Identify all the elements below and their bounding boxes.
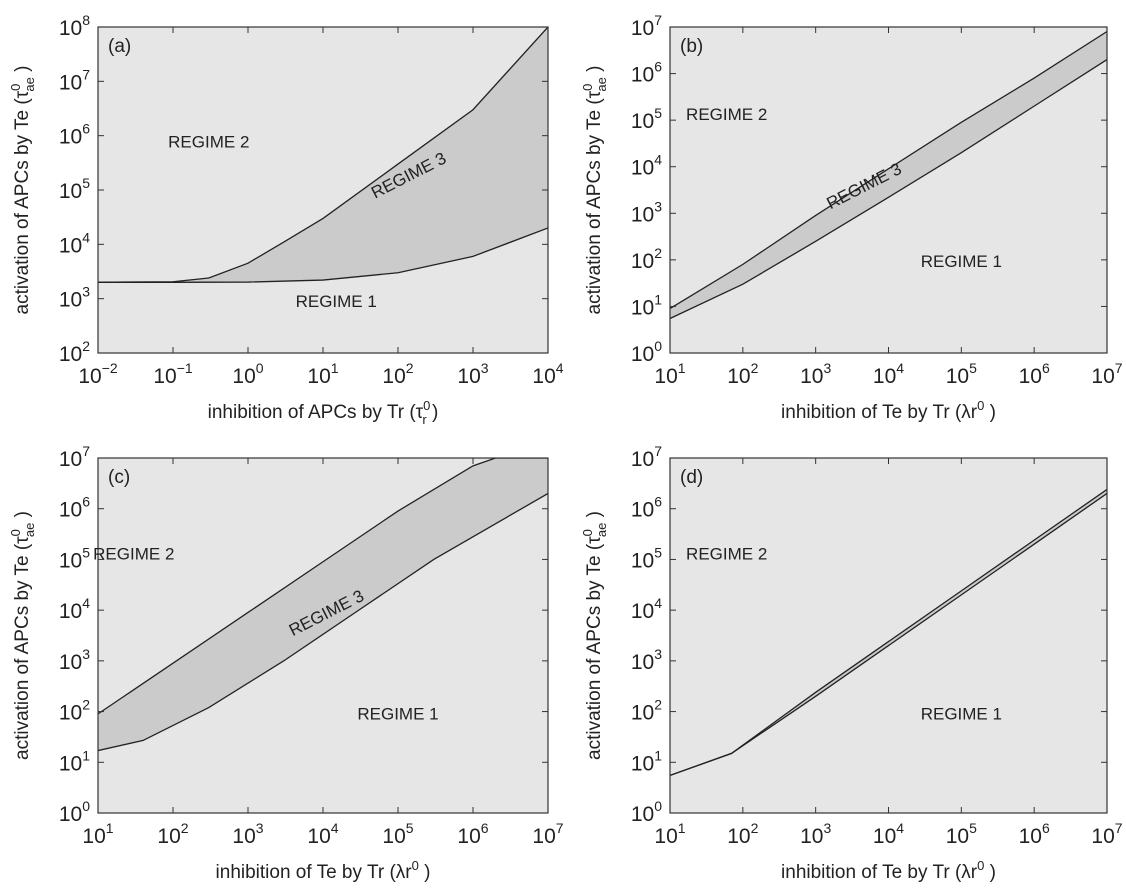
x-tick-label: 105 — [946, 820, 977, 848]
x-tick-label: 101 — [307, 360, 338, 388]
y-tick-label: 106 — [59, 121, 90, 149]
plot-area — [670, 458, 1107, 813]
y-tick-label: 104 — [631, 152, 662, 180]
lower-boundary-line — [670, 492, 1107, 777]
x-tick-label: 107 — [1091, 360, 1122, 388]
panel-label: (c) — [108, 467, 130, 488]
region-label: REGIME 2 — [686, 544, 767, 563]
y-tick-label: 104 — [631, 595, 662, 623]
y-tick-label: 103 — [631, 198, 662, 226]
x-axis-label: inhibition of Te by Tr (λr0 ) — [781, 858, 996, 883]
y-tick-label: 103 — [59, 646, 90, 674]
region-label: REGIME 2 — [93, 544, 174, 563]
chart-panel: 101 102 103 104 105 106 1071001011021031041051… — [580, 12, 1123, 423]
y-tick-label: 101 — [631, 747, 662, 775]
y-tick-label: 106 — [59, 494, 90, 522]
y-tick-label: 107 — [631, 12, 662, 40]
y-tick-label: 104 — [59, 229, 90, 257]
x-tick-label: 102 — [727, 360, 758, 388]
x-axis-label: inhibition of Te by Tr (λr0 ) — [216, 858, 431, 883]
y-tick-label: 101 — [59, 747, 90, 775]
y-tick-label: 105 — [631, 544, 662, 572]
panel-label: (d) — [680, 467, 703, 488]
panel-label: (a) — [108, 36, 131, 57]
x-axis-label: inhibition of Te by Tr (λr0 ) — [781, 398, 996, 423]
x-tick-label: 106 — [1019, 360, 1050, 388]
region-label: REGIME 1 — [296, 292, 377, 311]
regime3-band — [98, 27, 548, 283]
x-tick-label: 101 — [654, 360, 685, 388]
y-tick-label: 103 — [631, 646, 662, 674]
y-tick-label: 105 — [59, 175, 90, 203]
x-tick-label: 103 — [457, 360, 488, 388]
x-tick-label: 101 — [654, 820, 685, 848]
y-axis-label: activation of APCs by Te (τ0ae ) — [8, 511, 37, 760]
chart-panel: 10−2 10−1 100 101 102 103 104 102 103 104 105 106 10… — [8, 12, 564, 427]
x-tick-label: 102 — [382, 360, 413, 388]
x-tick-label: 105 — [946, 360, 977, 388]
y-axis-label: activation of APCs by Te (τ0ae ) — [8, 66, 37, 315]
x-axis-label: inhibition of APCs by Tr (τ0 r ) — [208, 398, 439, 427]
x-tick-label: 105 — [382, 820, 413, 848]
lower-boundary-line — [98, 492, 548, 752]
panel-label: (b) — [680, 36, 703, 57]
x-tick-label: 103 — [800, 360, 831, 388]
y-axis-label: activation of APCs by Te (τ0ae ) — [580, 66, 609, 315]
chart-panel: 101 102 103 104 105 106 1071001011021031041051… — [8, 443, 564, 883]
x-tick-label: 101 — [82, 820, 113, 848]
x-tick-label: 102 — [727, 820, 758, 848]
regime3-band — [670, 31, 1107, 319]
y-tick-label: 103 — [59, 284, 90, 312]
region-label: REGIME 1 — [921, 704, 1002, 723]
x-tick-label: 104 — [307, 820, 338, 848]
y-tick-label: 100 — [631, 338, 662, 366]
x-tick-label: 103 — [232, 820, 263, 848]
region-label: REGIME 1 — [357, 704, 438, 723]
region-label: REGIME 2 — [686, 105, 767, 124]
region-label: REGIME 1 — [921, 252, 1002, 271]
y-tick-label: 106 — [631, 59, 662, 87]
y-tick-label: 108 — [59, 12, 90, 40]
x-tick-label: 106 — [457, 820, 488, 848]
y-tick-label: 107 — [631, 443, 662, 471]
y-tick-label: 105 — [59, 544, 90, 572]
x-tick-label: 107 — [1091, 820, 1122, 848]
y-tick-label: 104 — [59, 595, 90, 623]
x-tick-label: 104 — [532, 360, 563, 388]
chart-panel: 101 102 103 104 105 106 1071001011021031041051… — [580, 443, 1123, 883]
x-tick-label: 103 — [800, 820, 831, 848]
upper-boundary-line — [670, 30, 1107, 310]
lower-boundary-line — [670, 59, 1107, 320]
y-tick-label: 102 — [59, 338, 90, 366]
y-tick-label: 107 — [59, 443, 90, 471]
region-label: REGIME 2 — [168, 133, 249, 152]
x-tick-label: 104 — [873, 820, 904, 848]
x-tick-label: 107 — [532, 820, 563, 848]
y-tick-label: 100 — [631, 798, 662, 826]
y-tick-label: 105 — [631, 105, 662, 133]
x-tick-label: 102 — [157, 820, 188, 848]
y-axis-label: activation of APCs by Te (τ0ae ) — [580, 511, 609, 760]
lower-boundary-line — [98, 227, 548, 283]
x-tick-label: 106 — [1019, 820, 1050, 848]
upper-boundary-line — [98, 458, 548, 715]
y-tick-label: 100 — [59, 798, 90, 826]
upper-boundary-line — [98, 27, 548, 283]
x-tick-label: 100 — [232, 360, 263, 388]
y-tick-label: 101 — [631, 291, 662, 319]
y-tick-label: 107 — [59, 66, 90, 94]
regime3-band — [98, 458, 548, 751]
y-tick-label: 102 — [59, 697, 90, 725]
x-tick-label: 10−2 — [78, 360, 118, 388]
y-tick-label: 102 — [631, 245, 662, 273]
x-tick-label: 104 — [873, 360, 904, 388]
y-tick-label: 102 — [631, 697, 662, 725]
y-tick-label: 106 — [631, 494, 662, 522]
x-tick-label: 10−1 — [153, 360, 193, 388]
